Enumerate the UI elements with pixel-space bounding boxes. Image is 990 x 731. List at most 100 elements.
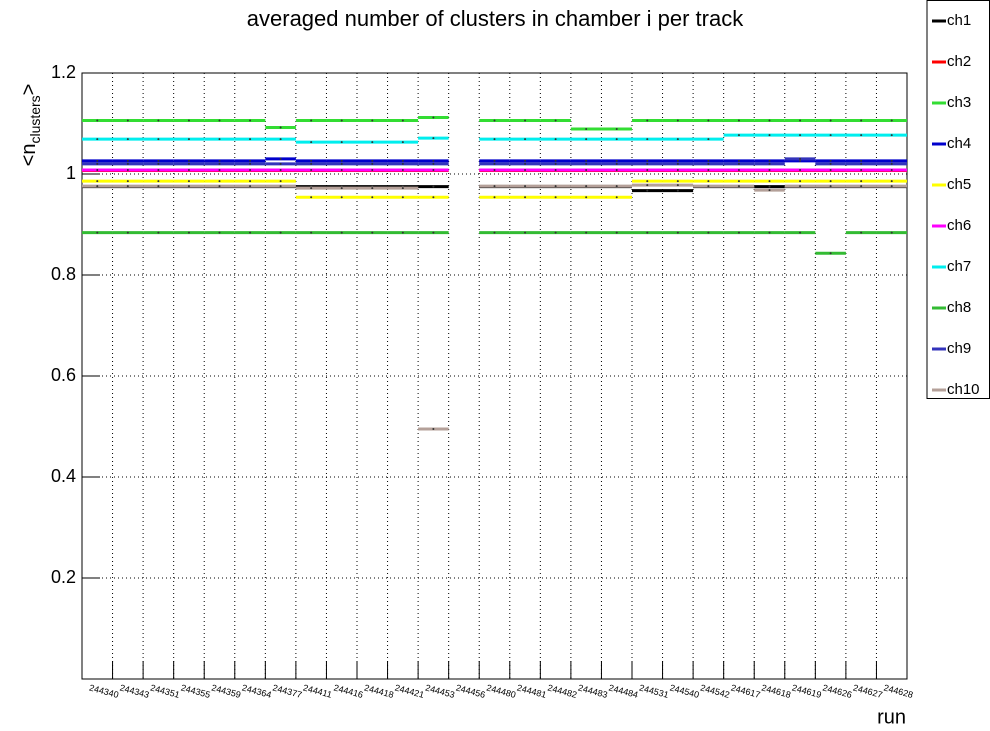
bin-point bbox=[249, 168, 252, 171]
y-axis-label: <nclusters> bbox=[18, 84, 42, 167]
bin-point bbox=[218, 119, 221, 122]
bin-point bbox=[218, 185, 221, 188]
legend-label: ch5 bbox=[947, 176, 971, 193]
bin-point bbox=[249, 159, 252, 162]
x-tick-label: 244618 bbox=[760, 683, 792, 700]
bin-point bbox=[890, 119, 893, 122]
bin-point bbox=[646, 189, 649, 192]
bin-point bbox=[829, 134, 832, 137]
bin-point bbox=[340, 231, 343, 234]
bin-point bbox=[829, 252, 832, 255]
bin-point bbox=[890, 168, 893, 171]
bin-point bbox=[279, 126, 282, 129]
bin-point bbox=[829, 162, 832, 165]
y-tick-label: 1.2 bbox=[51, 62, 76, 82]
bin-point bbox=[432, 168, 435, 171]
bin-point bbox=[310, 168, 313, 171]
x-tick-label: 244483 bbox=[577, 683, 609, 700]
bin-point bbox=[768, 231, 771, 234]
bin-point bbox=[493, 159, 496, 162]
x-tick-label: 244340 bbox=[88, 683, 120, 700]
bin-point bbox=[187, 180, 190, 183]
bin-point bbox=[615, 162, 618, 165]
x-tick-label: 244364 bbox=[241, 683, 273, 700]
bin-point bbox=[676, 162, 679, 165]
bin-point bbox=[768, 185, 771, 188]
bin-point bbox=[554, 196, 557, 199]
bin-point bbox=[707, 162, 710, 165]
y-label-main: <n bbox=[18, 144, 40, 167]
bin-point bbox=[96, 138, 99, 141]
x-tick-label: 244377 bbox=[271, 683, 303, 700]
bin-point bbox=[615, 159, 618, 162]
x-tick-label: 244421 bbox=[394, 683, 426, 700]
chart-title: averaged number of clusters in chamber i… bbox=[247, 6, 744, 31]
bin-point bbox=[187, 159, 190, 162]
bin-point bbox=[829, 159, 832, 162]
bin-point bbox=[829, 119, 832, 122]
bin-point bbox=[493, 185, 496, 188]
bin-point bbox=[432, 428, 435, 431]
bin-point bbox=[737, 185, 740, 188]
bin-point bbox=[249, 185, 252, 188]
x-tick-label: 244416 bbox=[333, 683, 365, 700]
legend-label: ch9 bbox=[947, 340, 971, 357]
bin-point bbox=[279, 185, 282, 188]
bin-point bbox=[585, 138, 588, 141]
bin-point bbox=[340, 119, 343, 122]
bin-point bbox=[585, 128, 588, 131]
bin-point bbox=[890, 180, 893, 183]
bin-point bbox=[126, 168, 129, 171]
bin-point bbox=[157, 180, 160, 183]
bin-point bbox=[676, 138, 679, 141]
bin-point bbox=[401, 141, 404, 144]
bin-point bbox=[432, 137, 435, 140]
bin-point bbox=[646, 159, 649, 162]
legend-label: ch8 bbox=[947, 299, 971, 316]
bin-point bbox=[340, 162, 343, 165]
bin-point bbox=[524, 138, 527, 141]
x-tick-label: 244482 bbox=[546, 683, 578, 700]
bin-point bbox=[615, 168, 618, 171]
y-tick-label: 0.2 bbox=[51, 567, 76, 587]
bin-point bbox=[524, 231, 527, 234]
y-tick-label: 0.8 bbox=[51, 264, 76, 284]
bin-point bbox=[310, 196, 313, 199]
bin-point bbox=[585, 162, 588, 165]
bin-point bbox=[96, 185, 99, 188]
bin-point bbox=[126, 119, 129, 122]
bin-point bbox=[524, 159, 527, 162]
x-tick-label: 244481 bbox=[516, 683, 548, 700]
bin-point bbox=[524, 119, 527, 122]
bin-point bbox=[96, 168, 99, 171]
bin-point bbox=[218, 162, 221, 165]
legend-box bbox=[926, 0, 990, 399]
bin-point bbox=[554, 119, 557, 122]
x-tick-label: 244411 bbox=[302, 683, 333, 700]
bin-point bbox=[768, 134, 771, 137]
bin-point bbox=[249, 180, 252, 183]
y-label-end: > bbox=[18, 84, 40, 96]
bin-point bbox=[493, 162, 496, 165]
bin-point bbox=[279, 157, 282, 160]
bin-point bbox=[249, 138, 252, 141]
bin-point bbox=[249, 119, 252, 122]
y-label-sub: clusters bbox=[27, 95, 43, 143]
bin-point bbox=[371, 119, 374, 122]
bin-point bbox=[310, 141, 313, 144]
legend-label: ch10 bbox=[947, 381, 980, 398]
bin-point bbox=[799, 159, 802, 162]
x-tick-label: 244628 bbox=[883, 683, 915, 700]
bin-point bbox=[218, 180, 221, 183]
bin-point bbox=[96, 180, 99, 183]
bin-point bbox=[890, 231, 893, 234]
bin-point bbox=[157, 185, 160, 188]
bin-point bbox=[126, 162, 129, 165]
bin-point bbox=[187, 185, 190, 188]
bin-point bbox=[279, 138, 282, 141]
bin-point bbox=[890, 185, 893, 188]
bin-point bbox=[401, 168, 404, 171]
bin-point bbox=[218, 231, 221, 234]
bin-point bbox=[432, 116, 435, 119]
bin-point bbox=[401, 159, 404, 162]
